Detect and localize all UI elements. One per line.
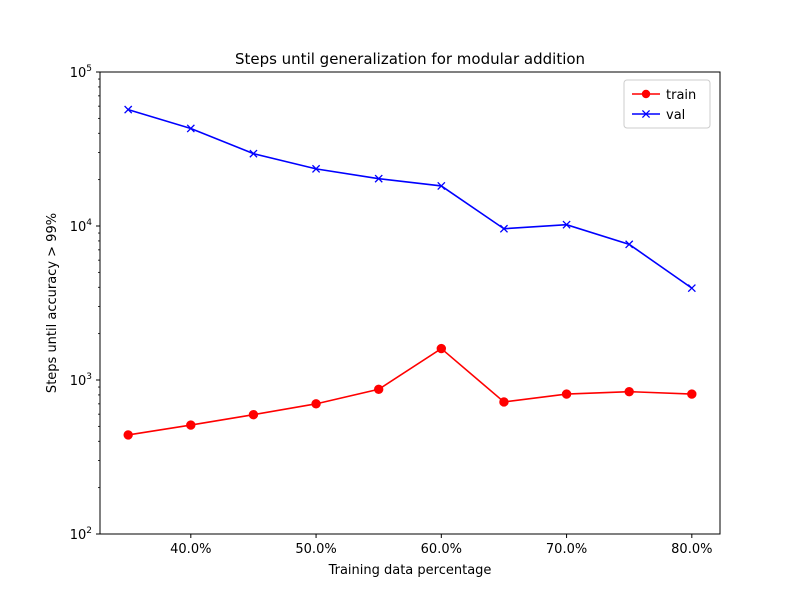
data-point-train [561, 389, 572, 399]
data-point-val [437, 181, 446, 191]
legend-label-train: train [666, 88, 696, 103]
data-point-mark [249, 149, 258, 158]
data-point-mark [499, 224, 508, 233]
data-point-val [562, 220, 571, 229]
data-point-mark [312, 164, 321, 173]
data-point-val [249, 149, 258, 158]
x-axis-label: Training data percentage [328, 563, 492, 578]
data-point-train [311, 399, 321, 409]
x-tick-label: 60.0% [421, 542, 462, 557]
data-point-mark [374, 174, 383, 183]
x-tick-label: 80.0% [671, 542, 712, 557]
data-point-val [312, 164, 321, 173]
data-point-train [373, 384, 384, 395]
data-point-train [687, 389, 697, 399]
legend-label-val: val [666, 108, 685, 123]
legend-marker-train [641, 89, 651, 99]
data-point-train [624, 386, 634, 397]
data-point-val [687, 284, 696, 293]
data-point-mark [687, 284, 696, 293]
y-tick-label: 104 [70, 218, 93, 235]
x-tick-label: 70.0% [546, 542, 587, 557]
data-point-mark [124, 105, 133, 114]
data-point-val [186, 124, 195, 133]
legend: train val [623, 79, 711, 129]
data-point-mark [562, 220, 571, 229]
y-tick-label: 105 [70, 64, 92, 81]
data-point-train [186, 420, 196, 430]
y-axis-label: Steps until accuracy > 99% [45, 213, 60, 393]
data-point-train [436, 343, 447, 354]
data-point-mark [186, 124, 195, 133]
axes-frame [99, 71, 721, 535]
data-point-train [248, 410, 259, 420]
data-point-val [625, 240, 634, 249]
data-point-val [124, 105, 133, 114]
data-point-mark [437, 181, 446, 191]
y-tick-label: 103 [70, 372, 92, 389]
plot-area: 40.0% 50.0% 60.0% 70.0% 80.0% 102 103 104 105 tra… [70, 64, 721, 557]
data-point-mark [625, 240, 634, 249]
x-tick-label: 50.0% [295, 542, 336, 557]
data-point-train [123, 430, 133, 440]
series-line-train [128, 347, 692, 436]
x-tick-label: 40.0% [170, 542, 211, 557]
legend-marker-val [641, 109, 651, 119]
chart-title: Steps until generalization for modular a… [235, 50, 585, 68]
data-point-val [499, 224, 508, 233]
series-line-val [127, 108, 693, 289]
data-point-train [499, 397, 509, 407]
data-point-val [374, 174, 383, 183]
y-tick-label: 102 [70, 526, 92, 543]
